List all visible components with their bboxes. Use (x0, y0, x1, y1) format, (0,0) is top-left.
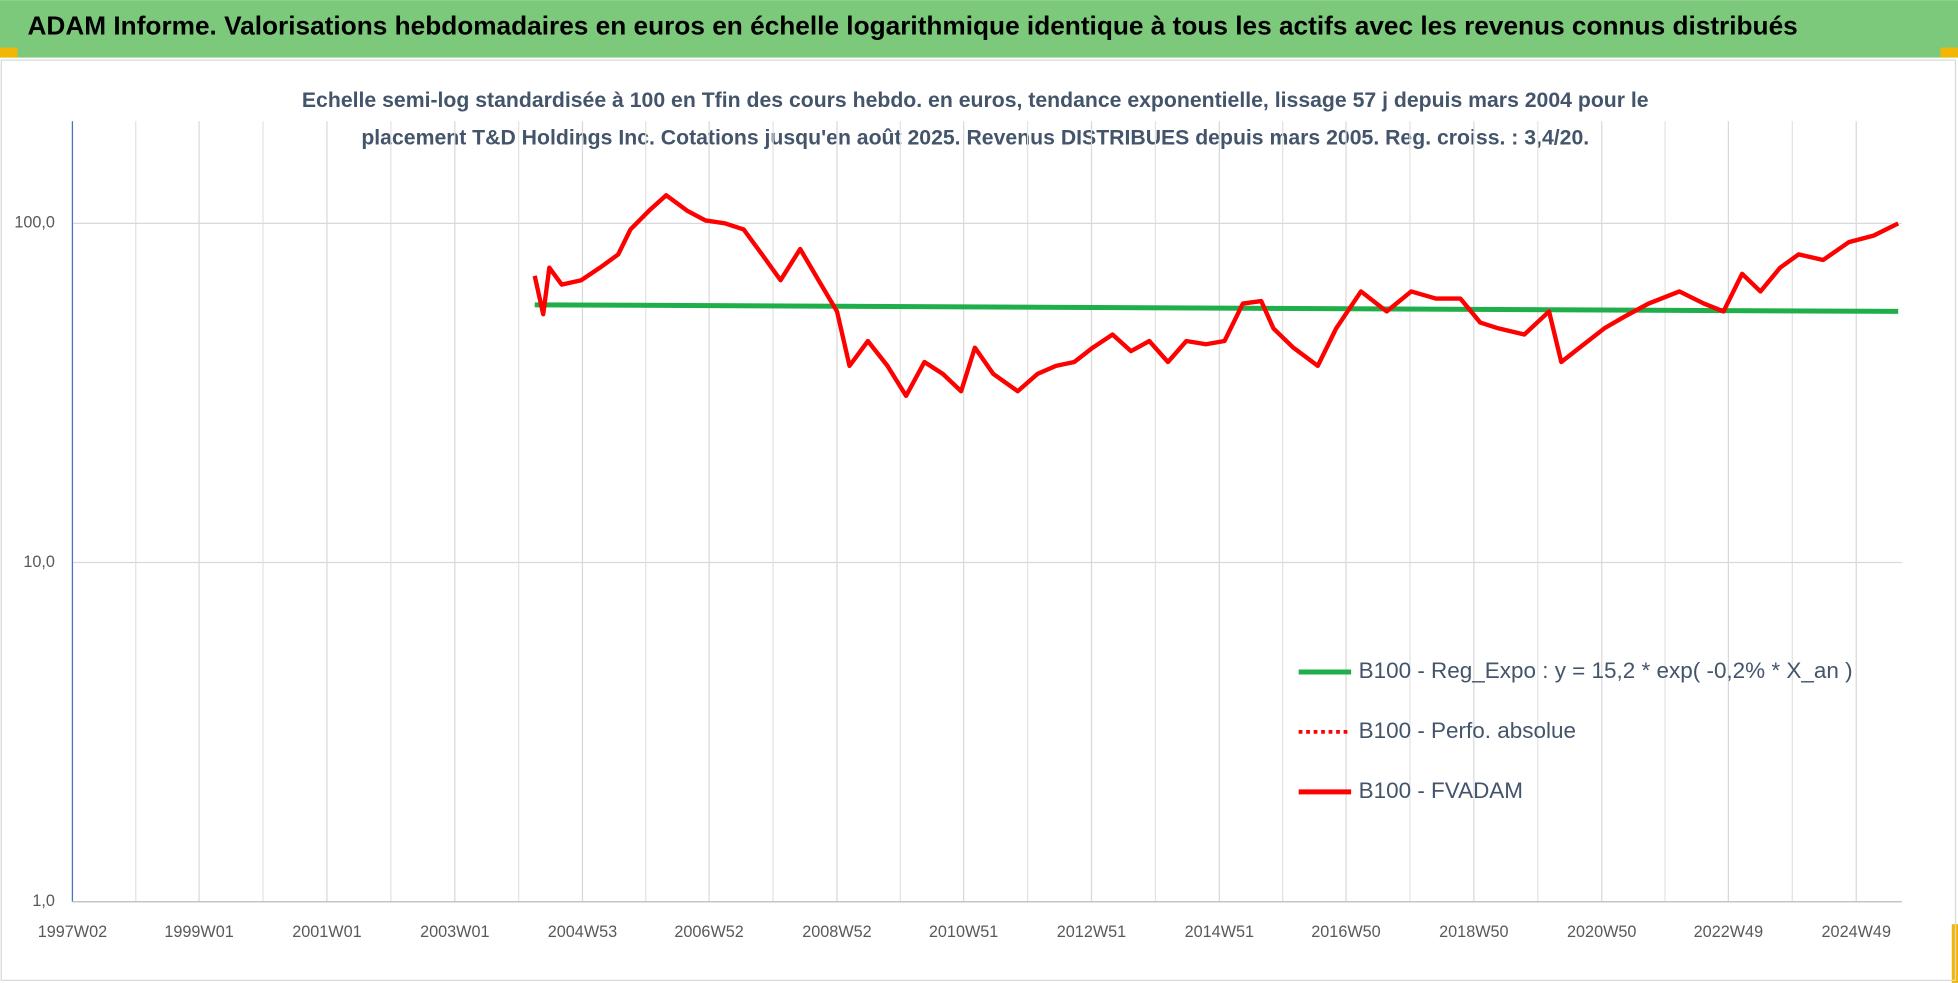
chart-subtitle: Echelle semi-log standardisée à 100 en T… (302, 89, 1649, 112)
x-tick-label: 2003W01 (420, 923, 489, 941)
x-tick-label: 2004W53 (548, 923, 617, 941)
x-tick-label: 2014W51 (1185, 923, 1254, 941)
x-tick-label: 2010W51 (929, 923, 998, 941)
series-line (532, 193, 1900, 399)
x-tick-label: 2024W49 (1822, 923, 1891, 941)
x-tick-label: 1999W01 (164, 923, 233, 941)
x-tick-label: 2006W52 (674, 923, 743, 941)
legend-label: B100 - FVADAM (1359, 778, 1523, 803)
chart-title: ADAM Informe. Valorisations hebdomadaire… (27, 11, 1797, 41)
corner-mark (1940, 47, 1958, 58)
y-tick-label: 10,0 (23, 553, 55, 571)
x-tick-label: 2001W01 (292, 923, 361, 941)
x-tick-label: 1997W02 (38, 923, 107, 941)
legend-label: B100 - Perfo. absolue (1359, 718, 1576, 743)
x-tick-label: 2022W49 (1694, 923, 1763, 941)
legend-label: B100 - Reg_Expo : y = 15,2 * exp( -0,2% … (1359, 658, 1853, 683)
chart-subtitle: placement T&D Holdings Inc. Cotations ju… (361, 126, 1589, 149)
series-line (534, 302, 1899, 314)
chart-border (0, 59, 1957, 981)
y-tick-label: 1,0 (32, 892, 55, 910)
title-banner (0, 0, 1958, 58)
corner-mark (0, 47, 18, 58)
x-tick-label: 2008W52 (802, 923, 871, 941)
x-tick-label: 2016W50 (1311, 923, 1380, 941)
x-tick-label: 2012W51 (1057, 923, 1126, 941)
x-tick-label: 2018W50 (1439, 923, 1508, 941)
y-tick-label: 100,0 (14, 214, 55, 232)
x-tick-label: 2020W50 (1567, 923, 1636, 941)
